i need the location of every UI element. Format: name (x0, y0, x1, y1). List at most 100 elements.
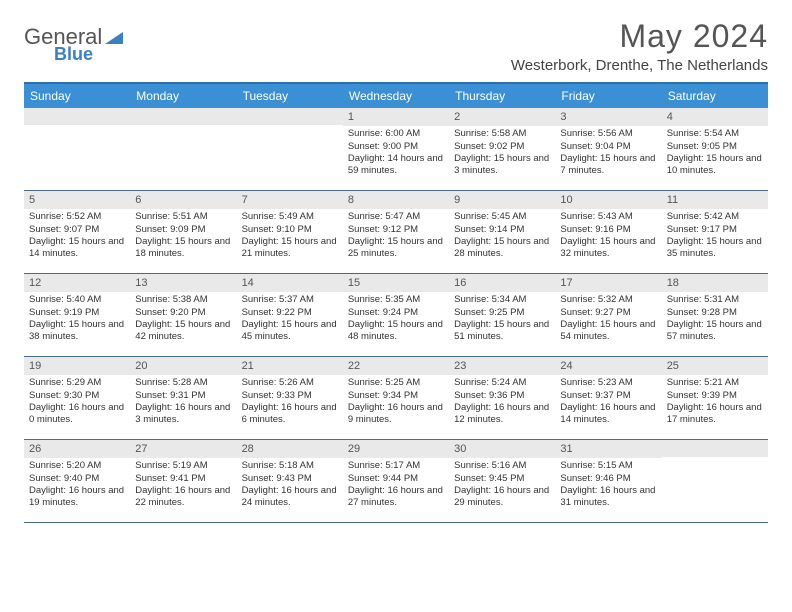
calendar-cell: 17Sunrise: 5:32 AMSunset: 9:27 PMDayligh… (555, 274, 661, 356)
sunrise-text: Sunrise: 5:16 AM (454, 460, 550, 472)
calendar-cell (662, 440, 768, 522)
cell-body: Sunrise: 5:40 AMSunset: 9:19 PMDaylight:… (24, 292, 130, 347)
calendar-cell: 26Sunrise: 5:20 AMSunset: 9:40 PMDayligh… (24, 440, 130, 522)
cell-body: Sunrise: 5:19 AMSunset: 9:41 PMDaylight:… (130, 458, 236, 513)
day-number: 3 (555, 108, 661, 126)
sunset-text: Sunset: 9:31 PM (135, 390, 231, 402)
sunrise-text: Sunrise: 5:20 AM (29, 460, 125, 472)
day-number (237, 108, 343, 125)
daylight-text: Daylight: 15 hours and 51 minutes. (454, 319, 550, 344)
calendar-cell: 24Sunrise: 5:23 AMSunset: 9:37 PMDayligh… (555, 357, 661, 439)
sunrise-text: Sunrise: 5:49 AM (242, 211, 338, 223)
calendar-cell: 18Sunrise: 5:31 AMSunset: 9:28 PMDayligh… (662, 274, 768, 356)
day-number: 7 (237, 191, 343, 209)
daylight-text: Daylight: 16 hours and 12 minutes. (454, 402, 550, 427)
day-number: 8 (343, 191, 449, 209)
sunrise-text: Sunrise: 5:45 AM (454, 211, 550, 223)
calendar-cell: 31Sunrise: 5:15 AMSunset: 9:46 PMDayligh… (555, 440, 661, 522)
calendar-cell (130, 108, 236, 190)
location-text: Westerbork, Drenthe, The Netherlands (511, 57, 768, 74)
month-title: May 2024 (511, 18, 768, 55)
day-header: Saturday (662, 84, 768, 108)
day-number: 16 (449, 274, 555, 292)
daylight-text: Daylight: 15 hours and 57 minutes. (667, 319, 763, 344)
cell-body: Sunrise: 5:45 AMSunset: 9:14 PMDaylight:… (449, 209, 555, 264)
cell-body: Sunrise: 5:34 AMSunset: 9:25 PMDaylight:… (449, 292, 555, 347)
week-row: 26Sunrise: 5:20 AMSunset: 9:40 PMDayligh… (24, 440, 768, 523)
sunrise-text: Sunrise: 5:23 AM (560, 377, 656, 389)
sunset-text: Sunset: 9:45 PM (454, 473, 550, 485)
cell-body: Sunrise: 5:51 AMSunset: 9:09 PMDaylight:… (130, 209, 236, 264)
sunrise-text: Sunrise: 5:40 AM (29, 294, 125, 306)
cell-body: Sunrise: 5:32 AMSunset: 9:27 PMDaylight:… (555, 292, 661, 347)
sunrise-text: Sunrise: 5:28 AM (135, 377, 231, 389)
day-number: 15 (343, 274, 449, 292)
day-number: 28 (237, 440, 343, 458)
calendar-cell: 14Sunrise: 5:37 AMSunset: 9:22 PMDayligh… (237, 274, 343, 356)
sunrise-text: Sunrise: 5:52 AM (29, 211, 125, 223)
daylight-text: Daylight: 16 hours and 3 minutes. (135, 402, 231, 427)
week-row: 5Sunrise: 5:52 AMSunset: 9:07 PMDaylight… (24, 191, 768, 274)
daylight-text: Daylight: 15 hours and 18 minutes. (135, 236, 231, 261)
cell-body: Sunrise: 5:42 AMSunset: 9:17 PMDaylight:… (662, 209, 768, 264)
calendar-cell: 29Sunrise: 5:17 AMSunset: 9:44 PMDayligh… (343, 440, 449, 522)
day-number: 17 (555, 274, 661, 292)
day-number: 24 (555, 357, 661, 375)
sunset-text: Sunset: 9:07 PM (29, 224, 125, 236)
cell-body: Sunrise: 5:16 AMSunset: 9:45 PMDaylight:… (449, 458, 555, 513)
day-number: 2 (449, 108, 555, 126)
daylight-text: Daylight: 15 hours and 7 minutes. (560, 153, 656, 178)
week-row: 19Sunrise: 5:29 AMSunset: 9:30 PMDayligh… (24, 357, 768, 440)
day-number (24, 108, 130, 125)
sunrise-text: Sunrise: 5:34 AM (454, 294, 550, 306)
cell-body: Sunrise: 5:47 AMSunset: 9:12 PMDaylight:… (343, 209, 449, 264)
calendar-cell (24, 108, 130, 190)
sunrise-text: Sunrise: 5:43 AM (560, 211, 656, 223)
sunset-text: Sunset: 9:10 PM (242, 224, 338, 236)
sunset-text: Sunset: 9:14 PM (454, 224, 550, 236)
sunset-text: Sunset: 9:39 PM (667, 390, 763, 402)
sunrise-text: Sunrise: 5:21 AM (667, 377, 763, 389)
daylight-text: Daylight: 15 hours and 14 minutes. (29, 236, 125, 261)
daylight-text: Daylight: 15 hours and 45 minutes. (242, 319, 338, 344)
calendar-cell: 16Sunrise: 5:34 AMSunset: 9:25 PMDayligh… (449, 274, 555, 356)
day-number: 31 (555, 440, 661, 458)
sunset-text: Sunset: 9:17 PM (667, 224, 763, 236)
day-number: 4 (662, 108, 768, 126)
daylight-text: Daylight: 15 hours and 42 minutes. (135, 319, 231, 344)
calendar-cell: 3Sunrise: 5:56 AMSunset: 9:04 PMDaylight… (555, 108, 661, 190)
calendar-cell: 7Sunrise: 5:49 AMSunset: 9:10 PMDaylight… (237, 191, 343, 273)
cell-body: Sunrise: 5:20 AMSunset: 9:40 PMDaylight:… (24, 458, 130, 513)
sunrise-text: Sunrise: 5:37 AM (242, 294, 338, 306)
day-number: 5 (24, 191, 130, 209)
title-block: May 2024 Westerbork, Drenthe, The Nether… (511, 18, 768, 74)
sunset-text: Sunset: 9:20 PM (135, 307, 231, 319)
daylight-text: Daylight: 15 hours and 25 minutes. (348, 236, 444, 261)
day-header: Wednesday (343, 84, 449, 108)
sunset-text: Sunset: 9:44 PM (348, 473, 444, 485)
sunset-text: Sunset: 9:30 PM (29, 390, 125, 402)
daylight-text: Daylight: 14 hours and 59 minutes. (348, 153, 444, 178)
sunrise-text: Sunrise: 5:51 AM (135, 211, 231, 223)
day-number: 19 (24, 357, 130, 375)
sunset-text: Sunset: 9:40 PM (29, 473, 125, 485)
calendar-cell: 2Sunrise: 5:58 AMSunset: 9:02 PMDaylight… (449, 108, 555, 190)
sunset-text: Sunset: 9:19 PM (29, 307, 125, 319)
cell-body: Sunrise: 5:17 AMSunset: 9:44 PMDaylight:… (343, 458, 449, 513)
calendar: SundayMondayTuesdayWednesdayThursdayFrid… (24, 82, 768, 523)
cell-body: Sunrise: 5:26 AMSunset: 9:33 PMDaylight:… (237, 375, 343, 430)
day-number: 25 (662, 357, 768, 375)
day-number: 12 (24, 274, 130, 292)
sunrise-text: Sunrise: 5:18 AM (242, 460, 338, 472)
calendar-cell: 22Sunrise: 5:25 AMSunset: 9:34 PMDayligh… (343, 357, 449, 439)
day-header: Monday (130, 84, 236, 108)
daylight-text: Daylight: 15 hours and 10 minutes. (667, 153, 763, 178)
sunset-text: Sunset: 9:16 PM (560, 224, 656, 236)
calendar-cell: 28Sunrise: 5:18 AMSunset: 9:43 PMDayligh… (237, 440, 343, 522)
day-number (130, 108, 236, 125)
day-number: 10 (555, 191, 661, 209)
cell-body: Sunrise: 5:38 AMSunset: 9:20 PMDaylight:… (130, 292, 236, 347)
daylight-text: Daylight: 16 hours and 9 minutes. (348, 402, 444, 427)
cell-body: Sunrise: 5:31 AMSunset: 9:28 PMDaylight:… (662, 292, 768, 347)
sunset-text: Sunset: 9:27 PM (560, 307, 656, 319)
